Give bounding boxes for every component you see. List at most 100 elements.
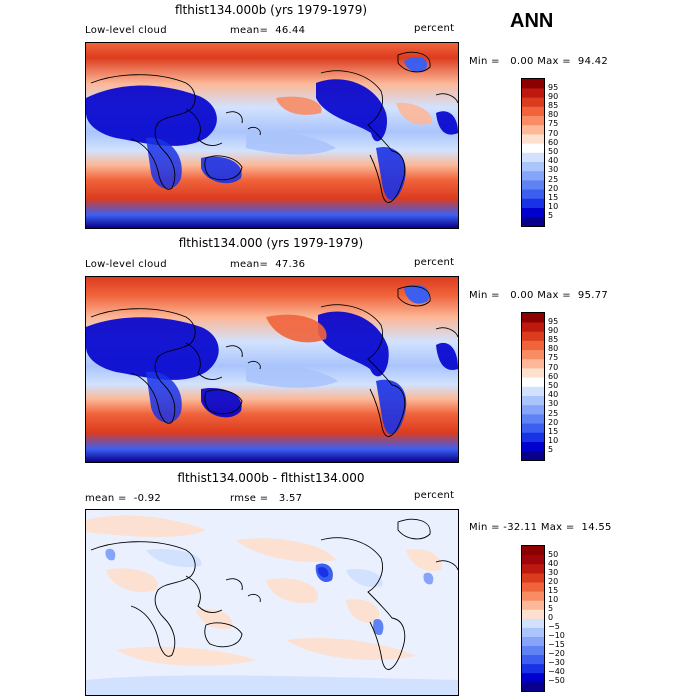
colorbar-swatch xyxy=(522,663,544,674)
season-label: ANN xyxy=(510,10,554,32)
colorbar-swatch xyxy=(522,573,544,583)
colorbar-tick-label: 20 xyxy=(548,576,559,586)
panel-2-colorbar-svg xyxy=(522,313,544,461)
panel-1-min-value: 0.00 xyxy=(510,56,534,67)
colorbar-tick-label: 80 xyxy=(548,344,559,354)
colorbar-swatch xyxy=(522,591,544,601)
colorbar-swatch xyxy=(522,170,544,181)
colorbar-tick-label: 5 xyxy=(548,445,554,455)
colorbar-tick-label: 25 xyxy=(548,408,559,418)
panel-1-colorbar xyxy=(521,78,545,227)
panel-1-max-value: 94.42 xyxy=(577,56,609,67)
colorbar-tick-label: 60 xyxy=(548,137,559,147)
colorbar-tick-label: 70 xyxy=(548,128,559,138)
colorbar-tick-label: 20 xyxy=(548,417,559,427)
colorbar-swatch xyxy=(522,143,544,153)
panel-3-min-value: -32.11 xyxy=(503,522,538,533)
colorbar-swatch xyxy=(522,115,544,126)
colorbar-swatch xyxy=(522,672,544,683)
colorbar-tick-label: 5 xyxy=(548,211,554,221)
colorbar-swatch xyxy=(522,582,544,592)
panel-1-units: percent xyxy=(414,23,455,34)
colorbar-tick-label: 95 xyxy=(548,82,559,92)
panel-3-units: percent xyxy=(414,490,455,501)
panel-3-colorbar-svg xyxy=(522,546,544,692)
panel-3-map-svg xyxy=(86,510,458,695)
colorbar-tick-label: 85 xyxy=(548,101,559,111)
colorbar-tick-label: 70 xyxy=(548,362,559,372)
colorbar-swatch xyxy=(522,414,544,424)
colorbar-tick-label: 75 xyxy=(548,119,559,129)
colorbar-swatch xyxy=(522,322,544,332)
panel-3-mean-label: mean = -0.92 xyxy=(85,493,162,504)
panel-1-mean-value: 46.44 xyxy=(275,25,306,36)
panel-2-colorbar-labels: 5 10 15 20 25 30 40 50 60 70 75 80 85 90 95 xyxy=(548,312,588,459)
colorbar-tick-label: 10 xyxy=(548,202,559,212)
colorbar-tick-label: 40 xyxy=(548,558,559,568)
colorbar-tick-label: 20 xyxy=(548,183,559,193)
colorbar-tick-label: 85 xyxy=(548,335,559,345)
panel-1-minmax: Min = 0.00 Max = 94.42 xyxy=(469,56,609,67)
colorbar-swatch xyxy=(522,432,544,442)
panel-3-colorbar-labels: −50 −40 −30 −20 −15 −10 −5 0 5 10 15 20 30 40 50 xyxy=(548,545,588,690)
colorbar-tick-label: 90 xyxy=(548,91,559,101)
panel-1-colorbar-svg xyxy=(522,79,544,227)
colorbar-swatch xyxy=(522,368,544,378)
colorbar-swatch xyxy=(522,377,544,387)
colorbar-tick-label: 80 xyxy=(548,110,559,120)
colorbar-tick-label: 15 xyxy=(548,585,559,595)
colorbar-tick-label: −20 xyxy=(548,649,565,659)
colorbar-swatch xyxy=(522,216,544,227)
colorbar-tick-label: 50 xyxy=(548,147,559,156)
colorbar-swatch xyxy=(522,609,544,619)
panel-3-title: flthist134.000b - flthist134.000 xyxy=(177,471,365,485)
panel-3-minmax: Min = -32.11 Max = 14.55 xyxy=(469,522,612,533)
colorbar-swatch xyxy=(522,349,544,360)
colorbar-swatch xyxy=(522,681,544,692)
colorbar-tick-label: 15 xyxy=(548,192,559,202)
colorbar-swatch xyxy=(522,313,544,323)
colorbar-swatch xyxy=(522,564,544,574)
colorbar-swatch xyxy=(522,331,544,341)
panel-2-minmax: Min = 0.00 Max = 95.77 xyxy=(469,290,609,301)
colorbar-swatch xyxy=(522,97,544,107)
colorbar-swatch xyxy=(522,79,544,89)
colorbar-tick-label: 30 xyxy=(548,165,559,175)
panel-1-title: flthist134.000b (yrs 1979-1979) xyxy=(174,3,368,17)
colorbar-tick-label: 25 xyxy=(548,174,559,184)
colorbar-swatch xyxy=(522,207,544,218)
colorbar-tick-label: 10 xyxy=(548,436,559,446)
colorbar-tick-label: 0 xyxy=(548,613,554,622)
colorbar-tick-label: −50 xyxy=(548,676,565,686)
colorbar-swatch xyxy=(522,627,544,637)
colorbar-swatch xyxy=(522,134,544,144)
colorbar-tick-label: 30 xyxy=(548,567,559,577)
panel-3-mean-value: -0.92 xyxy=(133,493,162,504)
panel-2-title: flthist134.000 (yrs 1979-1979) xyxy=(178,236,364,250)
colorbar-tick-label: −15 xyxy=(548,640,565,650)
colorbar-swatch xyxy=(522,161,544,172)
colorbar-swatch xyxy=(522,106,544,117)
panel-1-map-svg xyxy=(86,43,458,228)
panel-2-max-value: 95.77 xyxy=(577,290,609,301)
colorbar-swatch xyxy=(522,636,544,646)
colorbar-tick-label: −40 xyxy=(548,667,565,677)
colorbar-tick-label: 15 xyxy=(548,426,559,436)
colorbar-tick-label: −5 xyxy=(548,622,560,632)
colorbar-swatch xyxy=(522,152,544,162)
panel-2-mean-label: mean= 47.36 xyxy=(230,259,306,270)
colorbar-swatch xyxy=(522,180,544,190)
panel-3-max-value: 14.55 xyxy=(581,522,612,533)
colorbar-tick-label: 50 xyxy=(548,549,559,559)
panel-2-colorbar xyxy=(521,312,545,461)
colorbar-swatch xyxy=(522,618,544,628)
colorbar-tick-label: 40 xyxy=(548,390,559,400)
panel-1-mean-label: mean= 46.44 xyxy=(230,25,306,36)
panel-2-map-svg xyxy=(86,277,458,462)
panel-2-map xyxy=(85,276,459,463)
panel-1-colorbar-labels: 5 10 15 20 25 30 40 50 60 70 75 80 85 90 95 xyxy=(548,78,588,225)
panel-2-min-value: 0.00 xyxy=(510,290,534,301)
colorbar-swatch xyxy=(522,645,544,656)
colorbar-swatch xyxy=(522,386,544,396)
colorbar-tick-label: −10 xyxy=(548,631,565,641)
